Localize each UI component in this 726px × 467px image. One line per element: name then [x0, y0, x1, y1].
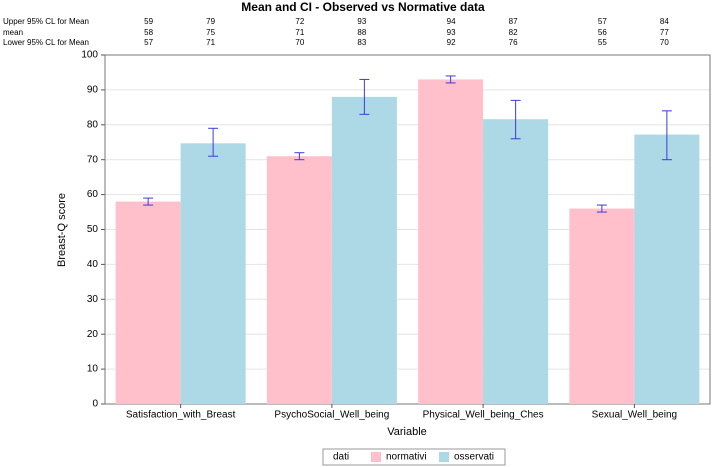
table-value: 75 — [206, 28, 215, 37]
x-tick-label: PsychoSocial_Well_being — [274, 410, 389, 421]
legend-label: normativi — [386, 452, 427, 463]
y-tick-label: 50 — [87, 224, 99, 235]
y-axis-label: Breast-Q score — [56, 193, 68, 267]
y-tick-label: 0 — [92, 399, 98, 410]
bar — [115, 201, 181, 404]
bar — [483, 119, 549, 404]
table-value: 76 — [509, 38, 518, 47]
legend-title: dati — [333, 452, 349, 463]
legend-swatch — [439, 452, 449, 462]
table-value: 58 — [144, 28, 153, 37]
table-value: 55 — [598, 38, 607, 47]
table-value: 93 — [447, 28, 456, 37]
legend-label: osservati — [454, 452, 494, 463]
y-tick-label: 40 — [87, 259, 99, 270]
y-tick-label: 80 — [87, 119, 99, 130]
table-value: 82 — [509, 28, 518, 37]
table-value: 84 — [660, 17, 669, 26]
x-axis-label: Variable — [387, 426, 427, 438]
y-tick-label: 20 — [87, 329, 99, 340]
y-tick-label: 70 — [87, 154, 99, 165]
table-row-label: Lower 95% CL for Mean — [3, 38, 89, 47]
x-tick-label: Physical_Well_being_Ches — [423, 410, 544, 421]
table-value: 87 — [509, 17, 518, 26]
table-value: 79 — [206, 17, 215, 26]
table-value: 56 — [598, 28, 607, 37]
bar — [418, 79, 484, 405]
legend-box — [322, 448, 506, 466]
x-tick-label: Satisfaction_with_Breast — [126, 410, 236, 421]
table-row-label: mean — [3, 28, 23, 37]
plot-frame — [104, 54, 711, 405]
table-value: 92 — [447, 38, 456, 47]
bar — [180, 143, 246, 404]
x-tick-label: Sexual_Well_being — [592, 410, 677, 421]
table-row-label: Upper 95% CL for Mean — [3, 17, 89, 26]
table-value: 71 — [295, 28, 304, 37]
y-tick-label: 90 — [87, 85, 99, 96]
table-value: 94 — [447, 17, 456, 26]
table-value: 59 — [144, 17, 153, 26]
y-tick-label: 30 — [87, 294, 99, 305]
bar — [266, 156, 332, 404]
table-value: 57 — [598, 17, 607, 26]
bar — [569, 208, 635, 404]
table-value: 71 — [206, 38, 215, 47]
y-tick-label: 10 — [87, 364, 99, 375]
table-value: 57 — [144, 38, 153, 47]
table-value: 72 — [295, 17, 304, 26]
chart-title: Mean and CI - Observed vs Normative data — [241, 0, 485, 14]
table-value: 70 — [660, 38, 669, 47]
bar — [634, 134, 700, 404]
bar — [331, 96, 397, 404]
legend-swatch — [371, 452, 381, 462]
table-value: 83 — [357, 38, 366, 47]
table-value: 77 — [660, 28, 669, 37]
table-value: 70 — [295, 38, 304, 47]
table-value: 93 — [357, 17, 366, 26]
y-tick-label: 60 — [87, 189, 99, 200]
y-tick-label: 100 — [81, 50, 98, 61]
table-value: 88 — [357, 28, 366, 37]
